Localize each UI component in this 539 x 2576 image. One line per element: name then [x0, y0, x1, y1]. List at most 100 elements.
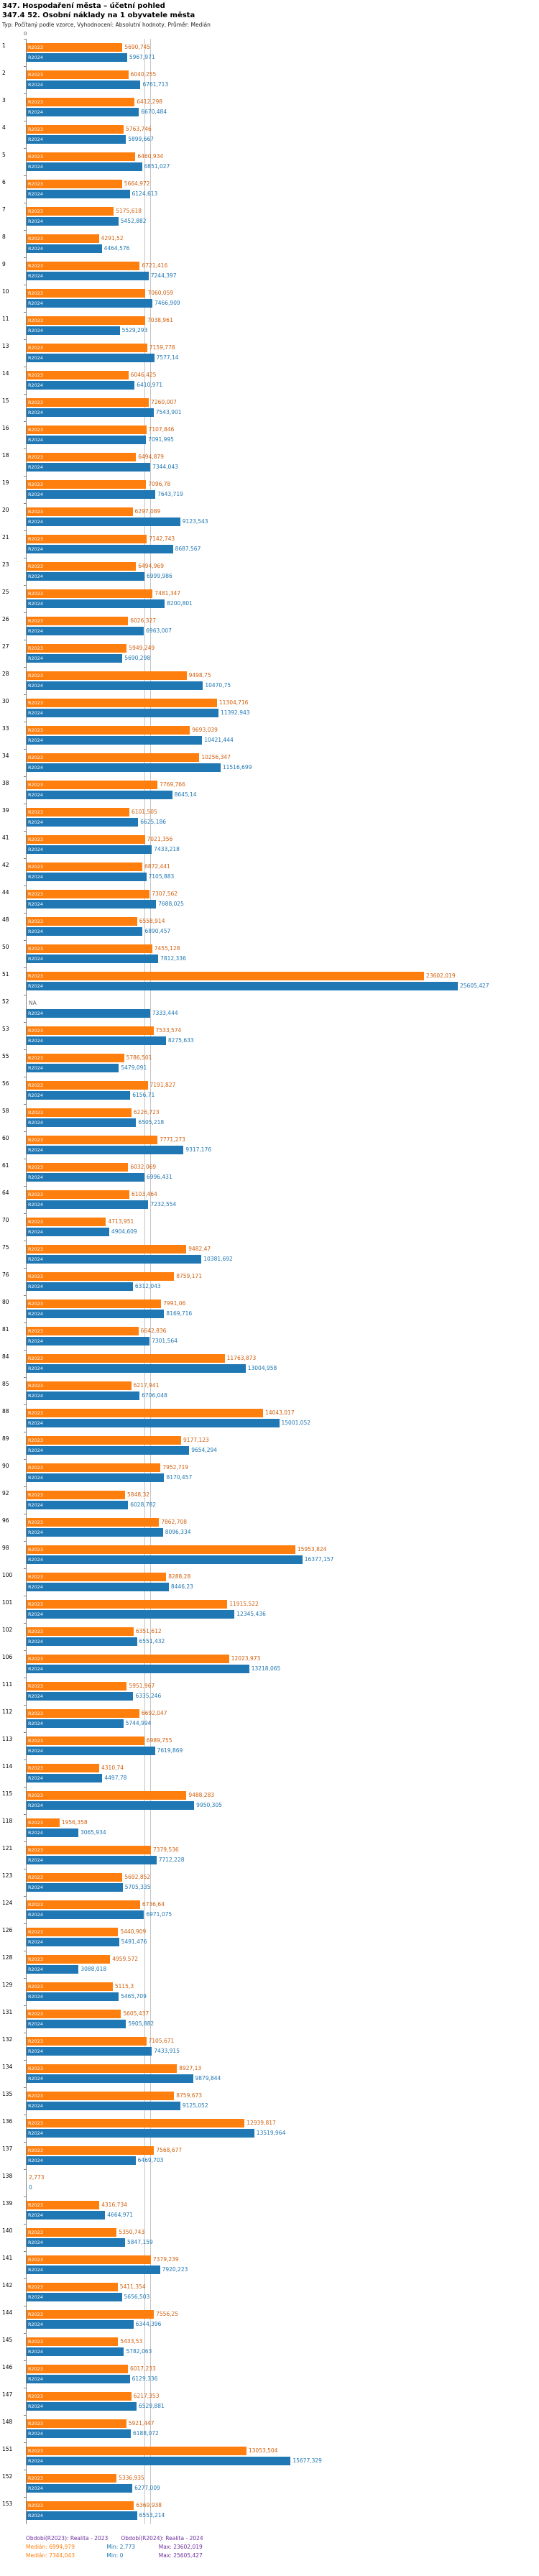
bar-r2023[interactable]: R2023	[27, 452, 137, 461]
bar-r2024[interactable]: R2024	[27, 2019, 126, 2028]
bar-r2024[interactable]: R2024	[27, 408, 154, 417]
bar-r2023[interactable]: R2023	[27, 124, 124, 134]
bar-r2024[interactable]: R2024	[27, 271, 149, 280]
bar-r2024[interactable]: R2024	[27, 1500, 129, 1509]
bar-r2024[interactable]: R2024	[27, 926, 143, 936]
bar-r2024[interactable]: R2024	[27, 298, 152, 308]
bar-r2024[interactable]: R2024	[27, 2511, 137, 2520]
bar-r2024[interactable]: R2024	[27, 1910, 144, 1919]
bar-r2023[interactable]: R2023	[27, 1435, 182, 1445]
bar-r2024[interactable]: R2024	[27, 80, 141, 89]
bar-r2023[interactable]: R2023	[27, 1080, 148, 1090]
bar-r2023[interactable]: R2023	[27, 2036, 147, 2046]
bar-r2024[interactable]: R2024	[27, 189, 130, 198]
bar-r2024[interactable]: R2024	[27, 1637, 137, 1646]
bar-r2023[interactable]: R2023	[27, 234, 99, 243]
bar-r2023[interactable]: R2023	[27, 1353, 225, 1363]
bar-r2024[interactable]: R2024	[27, 2483, 133, 2493]
bar-r2023[interactable]: R2023	[27, 2364, 128, 2373]
bar-r2023[interactable]: R2023	[27, 780, 158, 789]
bar-r2023[interactable]: R2023	[27, 2200, 100, 2209]
bar-r2023[interactable]: R2023	[27, 889, 150, 898]
bar-r2023[interactable]: R2023	[27, 643, 127, 653]
bar-r2024[interactable]: R2024	[27, 1309, 165, 1318]
bar-r2023[interactable]: R2023	[27, 97, 135, 106]
bar-r2024[interactable]: R2024	[27, 2074, 193, 2083]
bar-r2023[interactable]: R2023	[27, 70, 129, 79]
bar-r2023[interactable]: R2023	[27, 343, 147, 352]
bar-r2023[interactable]: R2023	[27, 671, 187, 680]
bar-r2024[interactable]: R2024	[27, 107, 139, 116]
bar-r2023[interactable]: R2023	[27, 807, 129, 816]
bar-r2024[interactable]: R2024	[27, 435, 147, 444]
bar-r2023[interactable]: R2023	[27, 1982, 113, 1991]
bar-r2023[interactable]: R2023	[27, 1708, 139, 1718]
bar-r2023[interactable]: R2023	[27, 42, 123, 52]
bar-r2023[interactable]: R2023	[27, 2419, 126, 2428]
bar-r2023[interactable]: R2023	[27, 479, 147, 489]
bar-r2023[interactable]: R2023	[27, 1845, 151, 1854]
bar-r2024[interactable]: R2024	[27, 790, 172, 799]
bar-r2023[interactable]: R2023	[27, 1927, 119, 1936]
bar-r2023[interactable]: R2023	[27, 1326, 139, 1335]
bar-r2024[interactable]: R2024	[27, 899, 157, 908]
bar-r2023[interactable]: R2023	[27, 1408, 264, 1417]
bar-r2024[interactable]: R2024	[27, 353, 155, 362]
bar-r2024[interactable]: R2024	[27, 1828, 78, 1837]
bar-r2024[interactable]: R2024	[27, 2101, 180, 2110]
bar-r2024[interactable]: R2024	[27, 1254, 202, 1264]
bar-r2023[interactable]: R2023	[27, 1900, 140, 1909]
bar-r2024[interactable]: R2024	[27, 708, 218, 717]
bar-r2024[interactable]: R2024	[27, 981, 458, 990]
bar-r2023[interactable]: R2023	[27, 944, 152, 953]
bar-r2024[interactable]: R2024	[27, 1746, 155, 1755]
bar-r2024[interactable]: R2024	[27, 2237, 125, 2247]
bar-r2023[interactable]: R2023	[27, 2309, 155, 2319]
bar-r2023[interactable]: R2023	[27, 1026, 154, 1035]
bar-r2023[interactable]: R2023	[27, 2473, 117, 2483]
bar-r2024[interactable]: R2024	[27, 1964, 79, 1974]
bar-r2024[interactable]: R2024	[27, 1336, 150, 1346]
bar-r2024[interactable]: R2024	[27, 244, 102, 253]
bar-r2024[interactable]: R2024	[27, 1882, 123, 1892]
bar-r2024[interactable]: R2024	[27, 2265, 160, 2274]
bar-r2024[interactable]: R2024	[27, 1691, 134, 1701]
bar-r2023[interactable]: R2023	[27, 507, 133, 516]
bar-r2024[interactable]: R2024	[27, 134, 126, 144]
bar-r2024[interactable]: R2024	[27, 489, 156, 499]
bar-r2023[interactable]: R2023	[27, 834, 145, 844]
bar-r2024[interactable]: R2024	[27, 681, 203, 690]
bar-r2024[interactable]: R2024	[27, 1063, 119, 1072]
bar-r2023[interactable]: R2023	[27, 916, 137, 926]
bar-r2024[interactable]: R2024	[27, 326, 120, 335]
bar-r2023[interactable]: R2023	[27, 179, 122, 188]
bar-r2024[interactable]: R2024	[27, 2156, 136, 2165]
bar-r2024[interactable]: R2024	[27, 1937, 119, 1946]
bar-r2024[interactable]: R2024	[27, 1418, 280, 1427]
bar-r2023[interactable]: R2023	[27, 725, 190, 735]
bar-r2023[interactable]: R2023	[27, 2446, 247, 2455]
bar-r2023[interactable]: R2023	[27, 2255, 151, 2264]
bar-r2024[interactable]: R2024	[27, 380, 135, 390]
bar-r2023[interactable]: R2023	[27, 206, 114, 216]
bar-r2023[interactable]: R2023	[27, 1572, 167, 1581]
bar-r2024[interactable]: R2024	[27, 763, 221, 772]
bar-r2023[interactable]: R2023	[27, 261, 140, 270]
bar-r2024[interactable]: R2024	[27, 626, 144, 635]
bar-r2023[interactable]: R2023	[27, 862, 143, 871]
bar-r2024[interactable]: R2024	[27, 1992, 119, 2001]
bar-r2024[interactable]: R2024	[27, 2401, 137, 2411]
bar-r2023[interactable]: R2023	[27, 2145, 155, 2155]
bar-r2024[interactable]: R2024	[27, 1609, 235, 1619]
bar-r2023[interactable]: R2023	[27, 1190, 130, 1199]
bar-r2024[interactable]: R2024	[27, 2374, 130, 2383]
bar-r2024[interactable]: R2024	[27, 1773, 103, 1782]
bar-r2024[interactable]: R2024	[27, 2292, 122, 2301]
bar-r2023[interactable]: R2023	[27, 1217, 106, 1226]
bar-r2023[interactable]: R2023	[27, 1271, 175, 1281]
bar-r2024[interactable]: R2024	[27, 1145, 184, 1154]
bar-r2023[interactable]: R2023	[27, 2501, 134, 2510]
bar-r2024[interactable]: R2024	[27, 1282, 133, 1291]
bar-r2023[interactable]: R2023	[27, 1681, 127, 1690]
bar-r2023[interactable]: R2023	[27, 1299, 162, 1308]
